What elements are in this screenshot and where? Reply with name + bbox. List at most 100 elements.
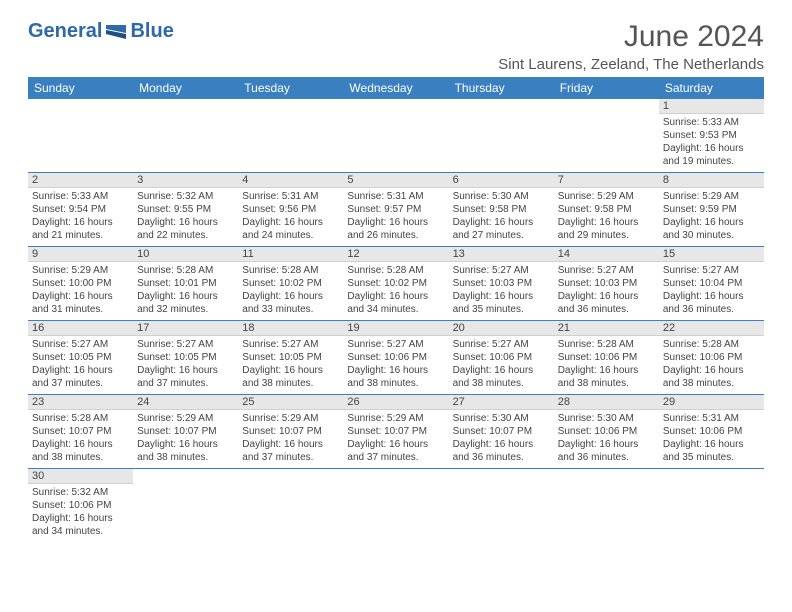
calendar-day-cell: 13Sunrise: 5:27 AMSunset: 10:03 PMDaylig… [449,247,554,321]
day-details: Sunrise: 5:27 AMSunset: 10:05 PMDaylight… [133,336,238,394]
day-line-sr: Sunrise: 5:29 AM [137,412,234,425]
day-line-d2: and 30 minutes. [663,229,760,242]
day-line-d1: Daylight: 16 hours [558,438,655,451]
day-line-d2: and 37 minutes. [137,377,234,390]
day-line-d2: and 21 minutes. [32,229,129,242]
day-line-ss: Sunset: 10:07 PM [32,425,129,438]
day-number: 20 [449,321,554,336]
day-number: 14 [554,247,659,262]
day-details: Sunrise: 5:29 AMSunset: 10:00 PMDaylight… [28,262,133,320]
day-line-ss: Sunset: 9:56 PM [242,203,339,216]
calendar-head: Sunday Monday Tuesday Wednesday Thursday… [28,77,764,99]
flag-icon [104,23,128,41]
day-line-d1: Daylight: 16 hours [242,290,339,303]
calendar-body: 1Sunrise: 5:33 AMSunset: 9:53 PMDaylight… [28,99,764,542]
calendar-week-row: 2Sunrise: 5:33 AMSunset: 9:54 PMDaylight… [28,173,764,247]
calendar-week-row: 30Sunrise: 5:32 AMSunset: 10:06 PMDaylig… [28,469,764,543]
day-line-d2: and 31 minutes. [32,303,129,316]
day-number: 6 [449,173,554,188]
day-line-ss: Sunset: 10:07 PM [137,425,234,438]
day-details: Sunrise: 5:29 AMSunset: 9:59 PMDaylight:… [659,188,764,246]
logo: General Blue [28,20,174,43]
day-number: 10 [133,247,238,262]
calendar-day-cell [449,99,554,173]
day-line-sr: Sunrise: 5:30 AM [453,190,550,203]
day-number: 29 [659,395,764,410]
calendar-day-cell: 10Sunrise: 5:28 AMSunset: 10:01 PMDaylig… [133,247,238,321]
day-line-sr: Sunrise: 5:31 AM [242,190,339,203]
day-line-sr: Sunrise: 5:31 AM [663,412,760,425]
day-line-ss: Sunset: 10:05 PM [242,351,339,364]
day-details: Sunrise: 5:28 AMSunset: 10:01 PMDaylight… [133,262,238,320]
day-line-d1: Daylight: 16 hours [347,438,444,451]
day-line-ss: Sunset: 10:06 PM [32,499,129,512]
calendar-day-cell: 5Sunrise: 5:31 AMSunset: 9:57 PMDaylight… [343,173,448,247]
calendar-day-cell: 21Sunrise: 5:28 AMSunset: 10:06 PMDaylig… [554,321,659,395]
day-details: Sunrise: 5:29 AMSunset: 10:07 PMDaylight… [238,410,343,468]
calendar-day-cell: 15Sunrise: 5:27 AMSunset: 10:04 PMDaylig… [659,247,764,321]
calendar-day-cell: 4Sunrise: 5:31 AMSunset: 9:56 PMDaylight… [238,173,343,247]
day-line-sr: Sunrise: 5:27 AM [558,264,655,277]
day-line-d2: and 35 minutes. [663,451,760,464]
day-details: Sunrise: 5:27 AMSunset: 10:04 PMDaylight… [659,262,764,320]
day-line-d1: Daylight: 16 hours [453,216,550,229]
day-line-d1: Daylight: 16 hours [453,364,550,377]
day-line-d1: Daylight: 16 hours [347,290,444,303]
day-line-d2: and 37 minutes. [32,377,129,390]
title-block: June 2024 Sint Laurens, Zeeland, The Net… [498,20,764,73]
day-line-ss: Sunset: 10:04 PM [663,277,760,290]
calendar-day-cell [659,469,764,543]
day-line-d1: Daylight: 16 hours [137,216,234,229]
day-line-d2: and 34 minutes. [347,303,444,316]
day-line-d2: and 26 minutes. [347,229,444,242]
calendar-day-cell: 2Sunrise: 5:33 AMSunset: 9:54 PMDaylight… [28,173,133,247]
calendar-day-cell [133,99,238,173]
day-line-d1: Daylight: 16 hours [453,438,550,451]
day-line-ss: Sunset: 10:07 PM [242,425,339,438]
day-line-sr: Sunrise: 5:29 AM [32,264,129,277]
day-line-d2: and 38 minutes. [242,377,339,390]
day-line-d1: Daylight: 16 hours [663,438,760,451]
day-details: Sunrise: 5:29 AMSunset: 10:07 PMDaylight… [133,410,238,468]
day-number: 30 [28,469,133,484]
calendar-day-cell: 24Sunrise: 5:29 AMSunset: 10:07 PMDaylig… [133,395,238,469]
day-number: 12 [343,247,448,262]
day-line-ss: Sunset: 10:05 PM [32,351,129,364]
day-line-ss: Sunset: 9:59 PM [663,203,760,216]
calendar-day-cell: 27Sunrise: 5:30 AMSunset: 10:07 PMDaylig… [449,395,554,469]
calendar-day-cell: 29 Sunrise: 5:31 AMSunset: 10:06 PMDaylig… [659,395,764,469]
calendar-day-cell: 17Sunrise: 5:27 AMSunset: 10:05 PMDaylig… [133,321,238,395]
day-line-ss: Sunset: 10:03 PM [558,277,655,290]
calendar-day-cell: 30Sunrise: 5:32 AMSunset: 10:06 PMDaylig… [28,469,133,543]
calendar-day-cell [343,469,448,543]
weekday-header: Thursday [449,77,554,99]
day-number: 15 [659,247,764,262]
calendar-day-cell: 22Sunrise: 5:28 AMSunset: 10:06 PMDaylig… [659,321,764,395]
calendar-day-cell: 25Sunrise: 5:29 AMSunset: 10:07 PMDaylig… [238,395,343,469]
day-line-ss: Sunset: 10:06 PM [663,425,760,438]
day-line-ss: Sunset: 10:00 PM [32,277,129,290]
day-line-sr: Sunrise: 5:27 AM [137,338,234,351]
day-line-ss: Sunset: 9:54 PM [32,203,129,216]
weekday-header: Wednesday [343,77,448,99]
day-line-sr: Sunrise: 5:27 AM [347,338,444,351]
day-line-d2: and 38 minutes. [32,451,129,464]
day-number: 22 [659,321,764,336]
day-line-d1: Daylight: 16 hours [453,290,550,303]
day-details: Sunrise: 5:31 AMSunset: 9:57 PMDaylight:… [343,188,448,246]
day-number: 3 [133,173,238,188]
day-number: 26 [343,395,448,410]
day-details: Sunrise: 5:28 AMSunset: 10:07 PMDaylight… [28,410,133,468]
day-line-sr: Sunrise: 5:27 AM [663,264,760,277]
day-number: 4 [238,173,343,188]
weekday-header: Friday [554,77,659,99]
logo-text-2: Blue [130,20,173,43]
calendar-week-row: 9Sunrise: 5:29 AMSunset: 10:00 PMDayligh… [28,247,764,321]
day-line-sr: Sunrise: 5:27 AM [453,264,550,277]
logo-text-1: General [28,20,102,43]
day-line-d1: Daylight: 16 hours [32,364,129,377]
day-line-d2: and 37 minutes. [347,451,444,464]
day-details: Sunrise: 5:27 AMSunset: 10:06 PMDaylight… [449,336,554,394]
calendar-day-cell: 19Sunrise: 5:27 AMSunset: 10:06 PMDaylig… [343,321,448,395]
day-line-sr: Sunrise: 5:28 AM [242,264,339,277]
